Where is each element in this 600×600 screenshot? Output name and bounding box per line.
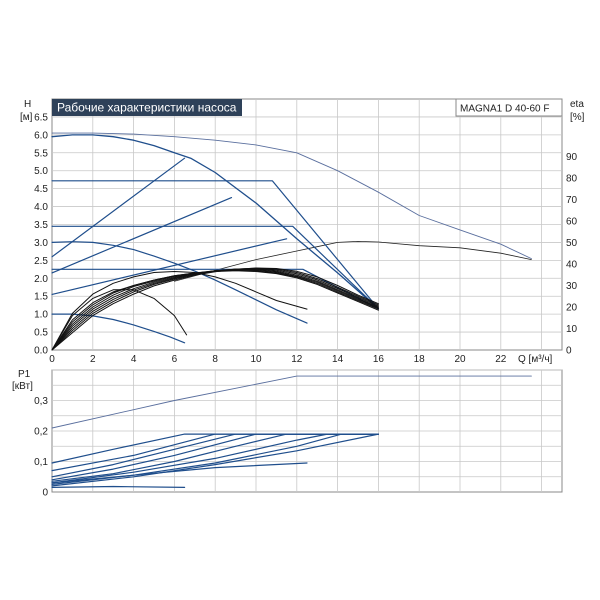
p1-curve-power-10	[51, 433, 379, 487]
y2-tick-label: 0	[566, 346, 572, 357]
y-tick-label: 5.0	[34, 166, 48, 177]
bottom-series	[51, 375, 532, 488]
p1-axis-unit: [кВт]	[12, 381, 33, 392]
x-tick-label: 18	[414, 354, 426, 365]
top-series	[51, 132, 532, 351]
y-axis-label: H	[24, 99, 31, 110]
curve-eta-19	[51, 267, 379, 351]
x-tick-label: 14	[332, 354, 344, 365]
y2-tick-label: 70	[566, 195, 578, 206]
y2-tick-label: 80	[566, 173, 578, 184]
p1-curve-power-7	[51, 433, 379, 482]
x-tick-label: 16	[373, 354, 385, 365]
x-tick-label: 0	[49, 354, 55, 365]
model-label: MAGNA1 D 40-60 F	[460, 104, 549, 115]
y2-tick-label: 40	[566, 259, 578, 270]
curve-prop-pressure-7	[51, 197, 233, 274]
x-tick-label: 4	[131, 354, 137, 365]
p1-curve-fixed-speed-2	[51, 462, 308, 484]
bottom-tick-labels: 0 0,1 0,2 0,3	[34, 396, 48, 499]
chart-title: Рабочие характеристики насоса	[57, 101, 237, 115]
y-tick-label: 1.0	[34, 310, 48, 321]
p1-curve-twin-max-0	[51, 375, 532, 429]
y-tick-label: 3.0	[34, 238, 48, 249]
y-tick-label: 5.5	[34, 148, 48, 159]
x-tick-label: 10	[250, 354, 262, 365]
x-tick-label: 12	[291, 354, 303, 365]
curve-twin-eta-1	[174, 241, 532, 282]
x-tick-label: 6	[172, 354, 178, 365]
y-tick-label: 4.5	[34, 184, 48, 195]
curve-twin-max-0	[51, 132, 532, 260]
top-tick-labels: 0 2 4 6 8 10 12 14 16 18 20 22 0.0 0.5 1.0 1.5 2.0 2.5 3.0…	[34, 112, 577, 365]
y-axis-unit: [м]	[20, 112, 33, 123]
y-tick-label: 1.5	[34, 292, 48, 303]
y-tick-label: 0.0	[34, 346, 48, 357]
curve-eta-11	[51, 289, 188, 351]
curve-fixed-speed-10	[51, 313, 186, 344]
x-tick-label: 22	[495, 354, 507, 365]
y-tick-label: 0.5	[34, 328, 48, 339]
curve-eta-12	[51, 271, 308, 351]
p1-tick-label: 0	[42, 488, 48, 499]
y2-tick-label: 10	[566, 324, 578, 335]
x-tick-label: 20	[454, 354, 466, 365]
curve-prop-pressure-8	[51, 238, 288, 295]
curve-max-2	[51, 134, 380, 310]
y2-tick-label: 20	[566, 302, 578, 313]
p1-axis-label: P1	[18, 369, 31, 380]
y2-axis-unit: [%]	[570, 112, 585, 123]
x-axis-label: Q [м³/ч]	[518, 354, 553, 365]
y-tick-label: 4.0	[34, 202, 48, 213]
y2-tick-label: 90	[566, 152, 578, 163]
p1-curve-power-8	[51, 433, 379, 484]
p1-curve-power-9	[51, 433, 379, 485]
y2-tick-label: 60	[566, 216, 578, 227]
y-tick-label: 6.5	[34, 112, 48, 123]
model-box	[455, 98, 563, 117]
top-grid	[52, 99, 562, 350]
title-bar	[52, 99, 242, 116]
curve-const-pressure-3	[51, 180, 379, 310]
curve-const-pressure-4	[51, 225, 379, 310]
y-tick-label: 3.5	[34, 220, 48, 231]
curve-prop-pressure-6	[51, 157, 186, 258]
x-tick-label: 2	[90, 354, 96, 365]
y-tick-label: 2.5	[34, 256, 48, 267]
curve-fixed-speed-9	[51, 241, 308, 324]
y2-axis-label: eta	[570, 99, 584, 110]
y2-tick-label: 50	[566, 238, 578, 249]
p1-tick-label: 0,2	[34, 427, 48, 438]
p1-tick-label: 0,1	[34, 457, 48, 468]
y-tick-label: 2.0	[34, 274, 48, 285]
y2-tick-label: 30	[566, 281, 578, 292]
y-tick-label: 6.0	[34, 130, 48, 141]
p1-tick-label: 0,3	[34, 396, 48, 407]
x-tick-label: 8	[212, 354, 218, 365]
p1-curve-fixed-speed-1	[51, 485, 186, 488]
